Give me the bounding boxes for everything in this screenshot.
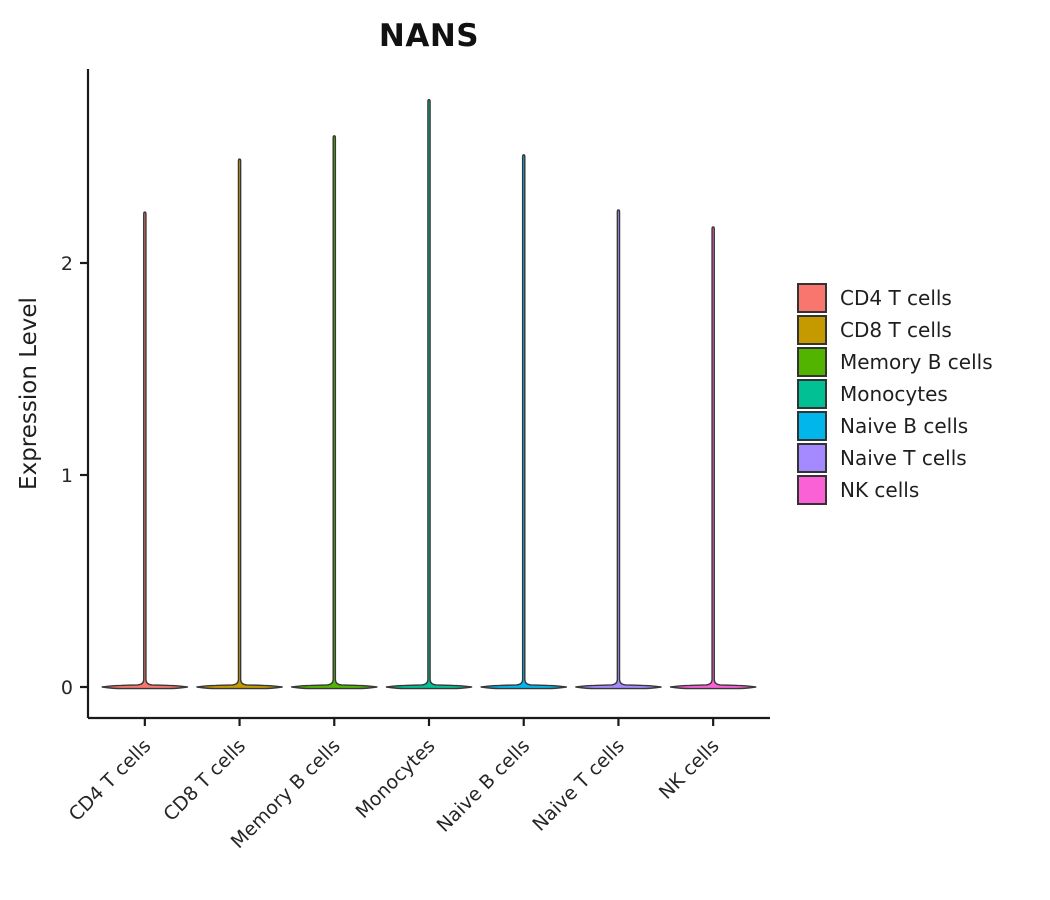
legend-label: Naive B cells <box>840 414 969 438</box>
legend-swatch <box>797 283 827 313</box>
violin-memory-b-cells <box>290 135 378 690</box>
violin-cd8-t-cells <box>196 158 283 690</box>
legend-label: CD8 T cells <box>840 318 952 342</box>
legend-swatch <box>797 411 827 441</box>
legend-item-cd4-t-cells: CD4 T cells <box>797 283 993 313</box>
y-axis-label: Expression Level <box>16 297 42 490</box>
violin-naive-b-cells <box>480 154 568 690</box>
x-tick-label: Monocytes <box>352 735 440 823</box>
legend-item-cd8-t-cells: CD8 T cells <box>797 315 993 345</box>
x-tick-label: Naive B cells <box>433 735 535 837</box>
chart-title: NANS <box>378 18 480 54</box>
legend: CD4 T cells CD8 T cells Memory B cells Mono… <box>797 283 993 507</box>
legend-item-monocytes: Monocytes <box>797 379 993 409</box>
legend-swatch <box>797 443 827 473</box>
legend-item-nk-cells: NK cells <box>797 475 993 505</box>
violin-monocytes <box>385 99 473 690</box>
legend-item-naive-t-cells: Naive T cells <box>797 443 993 473</box>
x-tick-label: CD8 T cells <box>159 735 250 826</box>
violin-naive-t-cells <box>575 209 662 690</box>
y-tick-label: 2 <box>61 253 73 275</box>
legend-swatch <box>797 347 827 377</box>
violin-cd4-t-cells <box>101 211 189 690</box>
legend-label: NK cells <box>840 478 920 502</box>
legend-item-memory-b-cells: Memory B cells <box>797 347 993 377</box>
y-tick-label: 1 <box>61 465 73 487</box>
x-tick-label: NK cells <box>655 735 724 804</box>
x-tick-label: Naive T cells <box>528 735 629 836</box>
legend-label: Naive T cells <box>840 446 967 470</box>
y-tick-label: 0 <box>61 677 73 699</box>
x-tick-label: CD4 T cells <box>65 735 156 826</box>
legend-swatch <box>797 315 827 345</box>
legend-label: Monocytes <box>840 382 948 406</box>
legend-swatch <box>797 475 827 505</box>
violin-nk-cells <box>669 226 757 690</box>
legend-swatch <box>797 379 827 409</box>
legend-label: Memory B cells <box>840 350 993 374</box>
legend-item-naive-b-cells: Naive B cells <box>797 411 993 441</box>
legend-label: CD4 T cells <box>840 286 952 310</box>
